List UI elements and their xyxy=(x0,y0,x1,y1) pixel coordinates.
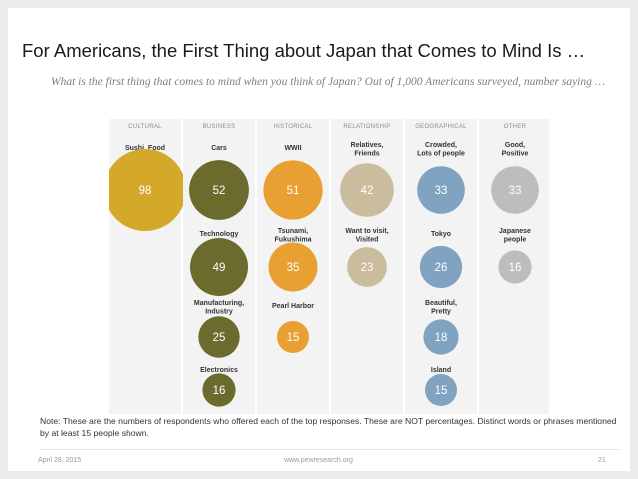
bubble-label: Tokyo xyxy=(431,231,451,238)
bubble xyxy=(268,242,318,292)
category-header: GEOGRAPHICAL xyxy=(415,124,467,130)
bubble xyxy=(202,373,236,407)
bubble-value: 42 xyxy=(361,185,374,197)
bubble xyxy=(423,319,459,355)
bubble xyxy=(190,238,248,296)
bubble xyxy=(425,374,457,406)
category-header: OTHER xyxy=(504,124,527,130)
bubble-value: 51 xyxy=(287,185,300,197)
bubble-value: 35 xyxy=(287,262,300,274)
bubble xyxy=(109,149,186,231)
bubble xyxy=(498,250,532,284)
bubble-value: 15 xyxy=(287,332,300,344)
bubble xyxy=(417,166,465,214)
bubble-value: 33 xyxy=(509,185,522,197)
bubble-label: WWII xyxy=(284,145,301,152)
footer-url: www.pewresearch.org xyxy=(284,457,353,464)
bubble-value: 33 xyxy=(435,185,448,197)
bubble xyxy=(277,321,309,353)
bubble xyxy=(198,316,240,358)
bubble-value: 49 xyxy=(213,262,226,274)
bubble-label: Cars xyxy=(211,145,227,152)
bubble-value: 16 xyxy=(213,385,226,397)
bubble-label: Sushi, Food xyxy=(125,145,165,152)
bubble-value: 25 xyxy=(213,332,226,344)
bubble-label: Good, Positive xyxy=(502,142,529,158)
bubble xyxy=(189,160,249,220)
bubble xyxy=(263,160,323,220)
chart-subtitle: What is the first thing that comes to mi… xyxy=(51,76,605,88)
category-header: BUSINESS xyxy=(203,124,236,130)
bubble-value: 18 xyxy=(435,332,448,344)
bubble-label: Manufacturing, Industry xyxy=(194,300,244,316)
bubble-chart: CULTURAL Sushi, Food 98 BUSINESS Cars 52 Techn… xyxy=(109,119,549,414)
bubble-value: 26 xyxy=(435,262,448,274)
bubble-value: 23 xyxy=(361,262,374,274)
bubble-label: Tsunami, Fukushima xyxy=(275,228,312,244)
bubble-label: Pearl Harbor xyxy=(272,303,314,310)
bubble-label: Island xyxy=(431,367,451,374)
bubble-label: Electronics xyxy=(200,367,238,374)
slide: For Americans, the First Thing about Jap… xyxy=(8,8,630,471)
bubble-value: 15 xyxy=(435,385,448,397)
bubble-value: 98 xyxy=(139,185,152,197)
bubble-label: Relatives, Friends xyxy=(351,142,384,158)
category-header: HISTORICAL xyxy=(274,124,313,130)
bubble xyxy=(340,163,394,217)
bubble-value: 52 xyxy=(213,185,226,197)
footer-divider xyxy=(40,449,620,450)
bubble-label: Technology xyxy=(200,231,239,238)
footer-date: April 28, 2015 xyxy=(38,457,82,464)
bubble xyxy=(347,247,387,287)
bubble xyxy=(491,166,539,214)
chart-note: Note: These are the numbers of responden… xyxy=(40,416,617,438)
footer-page-number: 21 xyxy=(598,457,606,464)
bubble xyxy=(419,245,463,289)
bubble-label: Japanese people xyxy=(499,228,531,244)
category-header: CULTURAL xyxy=(128,124,162,130)
bubble-value: 16 xyxy=(509,262,522,274)
slide-title: For Americans, the First Thing about Jap… xyxy=(22,40,586,61)
bubble-label: Crowded, Lots of people xyxy=(417,142,465,158)
category-header: RELATIONSHIP xyxy=(343,124,390,130)
bubble-label: Beautiful, Pretty xyxy=(425,300,457,316)
bubble-label: Want to visit, Visited xyxy=(345,228,388,244)
